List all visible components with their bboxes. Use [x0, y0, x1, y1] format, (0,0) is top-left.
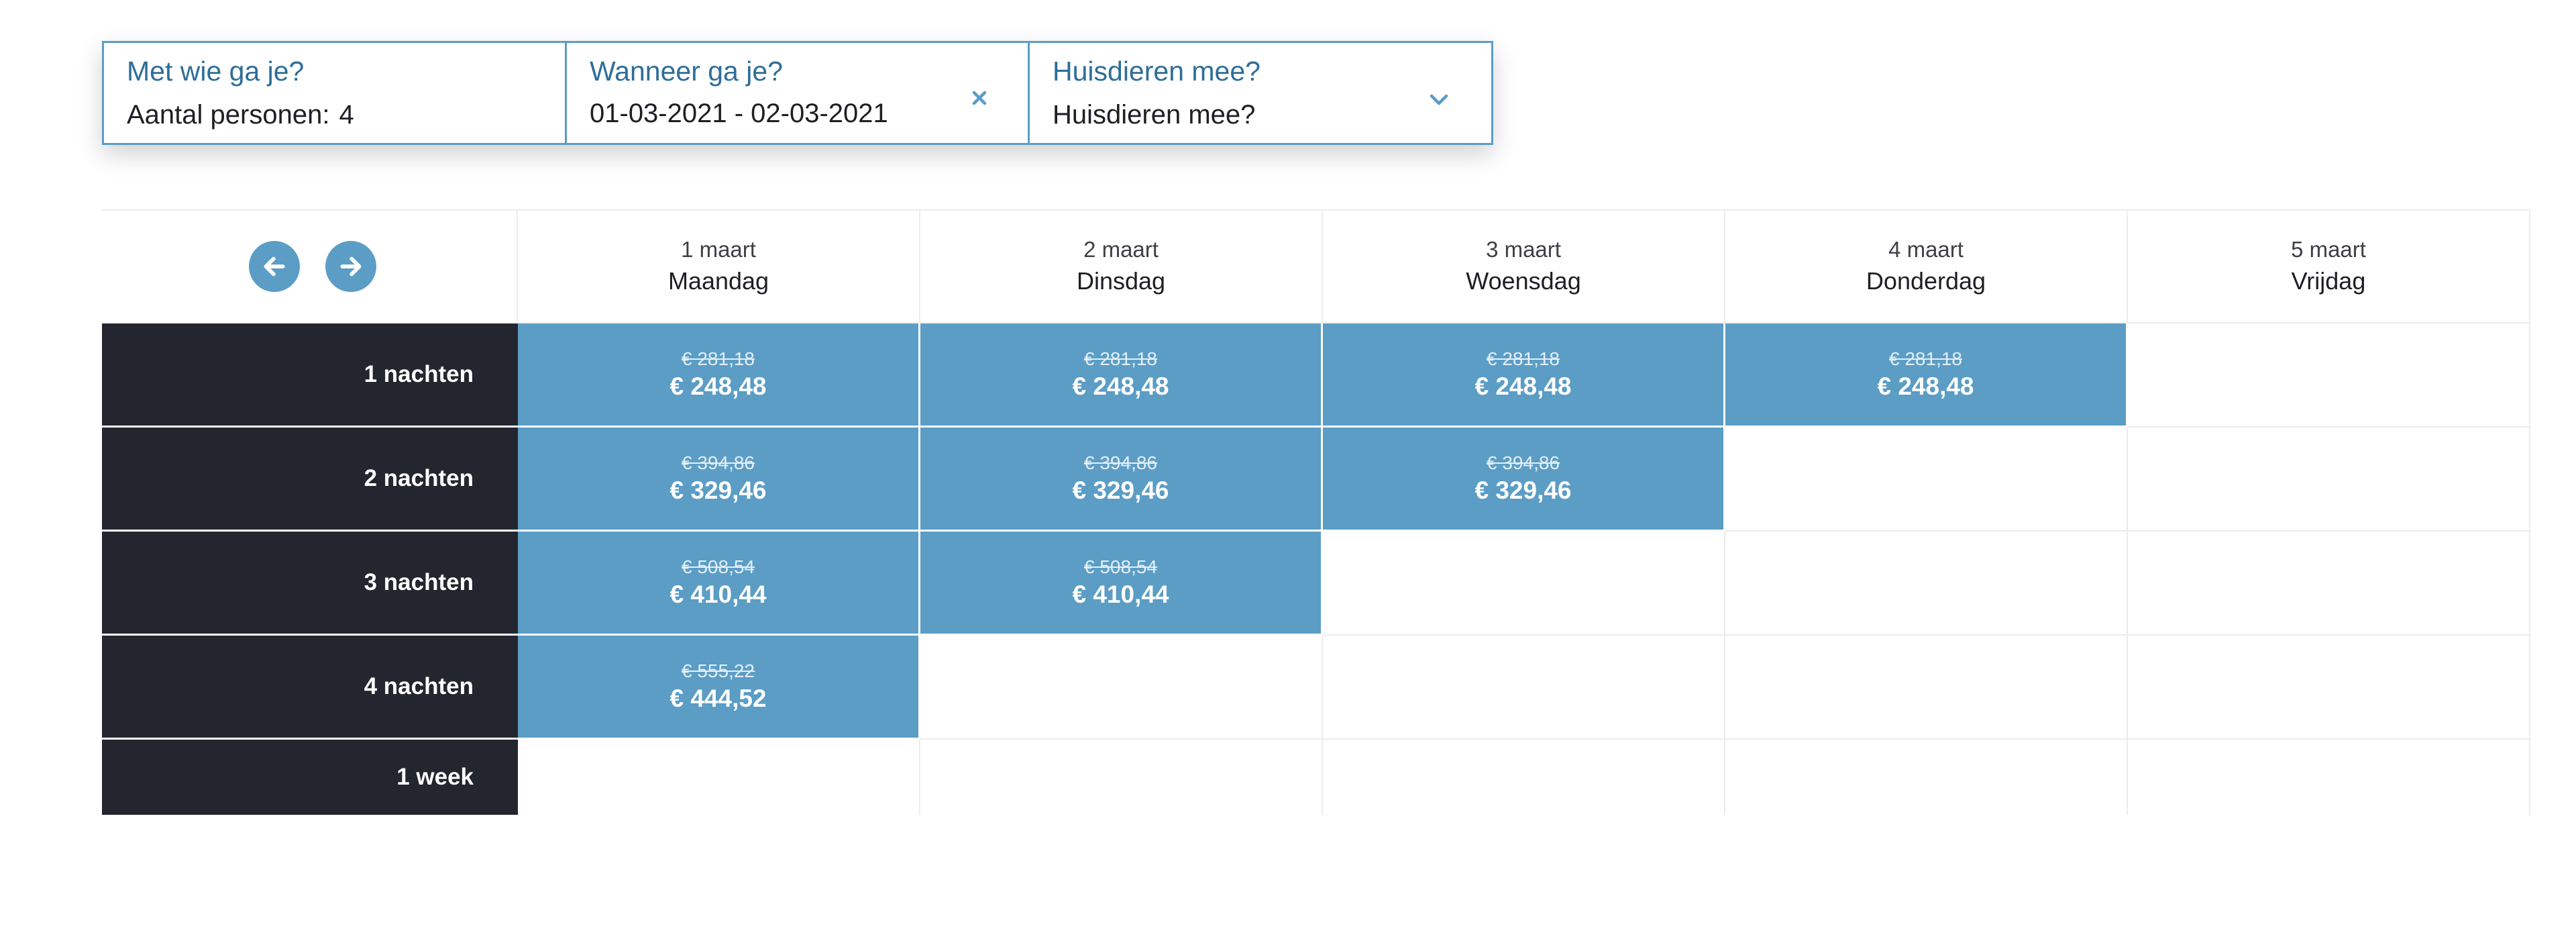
- arrow-right-icon: [340, 256, 362, 277]
- chevron-down-icon[interactable]: [1426, 86, 1452, 113]
- price-cell[interactable]: € 508,54 € 410,44: [518, 532, 920, 636]
- column-weekday: Dinsdag: [1076, 267, 1166, 295]
- column-weekday: Vrijdag: [2291, 267, 2366, 295]
- persons-filter[interactable]: Met wie ga je? Aantal personen: 4: [104, 43, 567, 143]
- column-header: 1 maart Maandag: [518, 209, 920, 324]
- pets-filter[interactable]: Huisdieren mee? Huisdieren mee?: [1030, 43, 1491, 143]
- discounted-price: € 248,48: [1877, 373, 1974, 400]
- search-filter-bar: Met wie ga je? Aantal personen: 4 Wanneer…: [102, 41, 1493, 145]
- price-cell[interactable]: € 281,18 € 248,48: [518, 324, 920, 428]
- empty-cell: [1323, 532, 1725, 636]
- empty-cell: [2128, 532, 2530, 636]
- column-date: 2 maart: [1083, 237, 1159, 262]
- price-cell[interactable]: € 394,86 € 329,46: [1323, 428, 1725, 532]
- column-header: 3 maart Woensdag: [1323, 209, 1725, 324]
- price-cell[interactable]: € 281,18 € 248,48: [1323, 324, 1725, 428]
- pets-filter-label: Huisdieren mee?: [1053, 56, 1260, 87]
- discounted-price: € 248,48: [669, 373, 767, 400]
- empty-cell: [518, 740, 920, 815]
- empty-cell: [1725, 740, 2128, 815]
- column-date: 4 maart: [1888, 237, 1964, 262]
- original-price: € 281,18: [682, 348, 755, 369]
- persons-prefix: Aantal personen:: [127, 100, 330, 130]
- week-navigation: [102, 209, 518, 324]
- column-header: 2 maart Dinsdag: [920, 209, 1323, 324]
- persons-count: 4: [339, 100, 354, 130]
- original-price: € 555,22: [682, 660, 755, 681]
- empty-cell: [2128, 740, 2530, 815]
- arrow-left-icon: [264, 256, 285, 277]
- empty-cell: [1323, 740, 1725, 815]
- original-price: € 281,18: [1084, 348, 1157, 369]
- row-label: 2 nachten: [102, 428, 518, 532]
- date-range-input[interactable]: [590, 97, 925, 130]
- column-weekday: Donderdag: [1866, 267, 1986, 295]
- close-icon[interactable]: [966, 85, 993, 111]
- discounted-price: € 329,46: [1072, 477, 1169, 504]
- discounted-price: € 248,48: [1072, 373, 1169, 400]
- price-cell[interactable]: € 394,86 € 329,46: [518, 428, 920, 532]
- original-price: € 281,18: [1487, 348, 1560, 369]
- column-weekday: Maandag: [667, 267, 769, 295]
- pets-select-value[interactable]: Huisdieren mee?: [1053, 100, 1256, 130]
- discounted-price: € 410,44: [1072, 581, 1169, 608]
- availability-grid: 1 maart Maandag 2 maart Dinsdag 3 maart …: [102, 209, 2533, 815]
- discounted-price: € 329,46: [669, 477, 767, 504]
- persons-filter-label: Met wie ga je?: [127, 56, 305, 87]
- empty-cell: [920, 636, 1323, 740]
- price-cell[interactable]: € 555,22 € 444,52: [518, 636, 920, 740]
- row-label: 1 week: [102, 740, 518, 815]
- empty-cell: [1725, 532, 2128, 636]
- empty-cell: [2128, 636, 2530, 740]
- empty-cell: [920, 740, 1323, 815]
- empty-cell: [1323, 636, 1725, 740]
- column-date: 3 maart: [1486, 237, 1561, 262]
- original-price: € 394,86: [682, 452, 755, 473]
- price-cell[interactable]: € 508,54 € 410,44: [920, 532, 1323, 636]
- discounted-price: € 329,46: [1474, 477, 1572, 504]
- discounted-price: € 410,44: [669, 581, 767, 608]
- price-cell[interactable]: € 281,18 € 248,48: [920, 324, 1323, 428]
- row-label: 1 nachten: [102, 324, 518, 428]
- empty-cell: [1725, 636, 2128, 740]
- column-date: 5 maart: [2291, 237, 2366, 262]
- row-label: 4 nachten: [102, 636, 518, 740]
- empty-cell: [2128, 324, 2530, 428]
- persons-filter-value[interactable]: Aantal personen: 4: [127, 98, 542, 132]
- column-header: 5 maart Vrijdag: [2128, 209, 2530, 324]
- price-cell[interactable]: € 394,86 € 329,46: [920, 428, 1323, 532]
- previous-week-button[interactable]: [249, 241, 300, 292]
- dates-filter-label: Wanneer ga je?: [590, 56, 783, 87]
- discounted-price: € 444,52: [669, 685, 767, 712]
- row-label: 3 nachten: [102, 532, 518, 636]
- original-price: € 508,54: [1084, 556, 1157, 577]
- empty-cell: [2128, 428, 2530, 532]
- original-price: € 394,86: [1487, 452, 1560, 473]
- empty-cell: [1725, 428, 2128, 532]
- original-price: € 508,54: [682, 556, 755, 577]
- discounted-price: € 248,48: [1474, 373, 1572, 400]
- column-weekday: Woensdag: [1466, 267, 1581, 295]
- original-price: € 281,18: [1889, 348, 1962, 369]
- column-header: 4 maart Donderdag: [1725, 209, 2128, 324]
- dates-filter[interactable]: Wanneer ga je?: [567, 43, 1030, 143]
- original-price: € 394,86: [1084, 452, 1157, 473]
- price-cell[interactable]: € 281,18 € 248,48: [1725, 324, 2128, 428]
- column-date: 1 maart: [681, 237, 756, 262]
- next-week-button[interactable]: [325, 241, 376, 292]
